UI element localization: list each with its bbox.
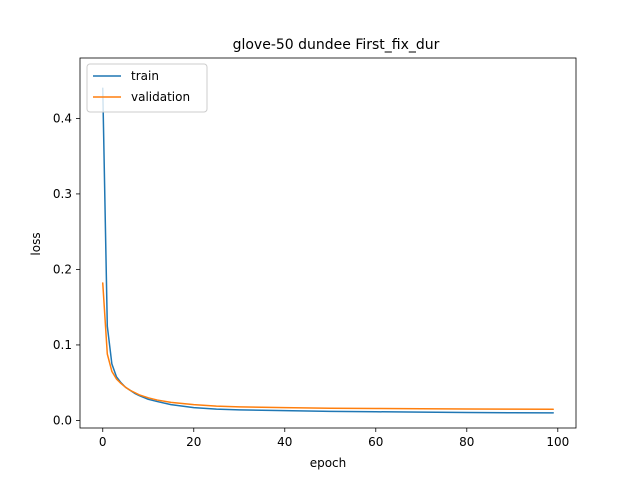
x-tick-label: 100: [546, 435, 569, 449]
legend: train validation: [86, 63, 208, 113]
legend-label-train: train: [131, 69, 159, 83]
series-line-train: [102, 87, 554, 414]
x-tick-label: 0: [99, 435, 107, 449]
y-tick-label: 0.3: [53, 187, 72, 201]
axes-frame: [79, 57, 577, 429]
series-line-validation: [102, 282, 554, 411]
axes-layer: 0 20 40 60 80 100 0.0 0.1 0.2 0.3 0.4: [53, 57, 577, 449]
y-axis-label: loss: [29, 232, 43, 255]
plot-background: [80, 58, 576, 428]
x-tick-label: 60: [368, 435, 383, 449]
y-tick-label: 0.2: [53, 262, 72, 276]
x-tick-label: 40: [277, 435, 292, 449]
legend-label-validation: validation: [131, 90, 190, 104]
chart-title: glove-50 dundee First_fix_dur: [233, 37, 440, 53]
x-axis-label: epoch: [310, 456, 347, 470]
x-tick-label: 80: [459, 435, 474, 449]
plot-area: [80, 58, 576, 428]
series-layer: [102, 87, 554, 414]
x-tick-label: 20: [186, 435, 201, 449]
y-tick-label: 0.4: [53, 111, 72, 125]
y-tick-label: 0.1: [53, 338, 72, 352]
y-tick-label: 0.0: [53, 413, 72, 427]
